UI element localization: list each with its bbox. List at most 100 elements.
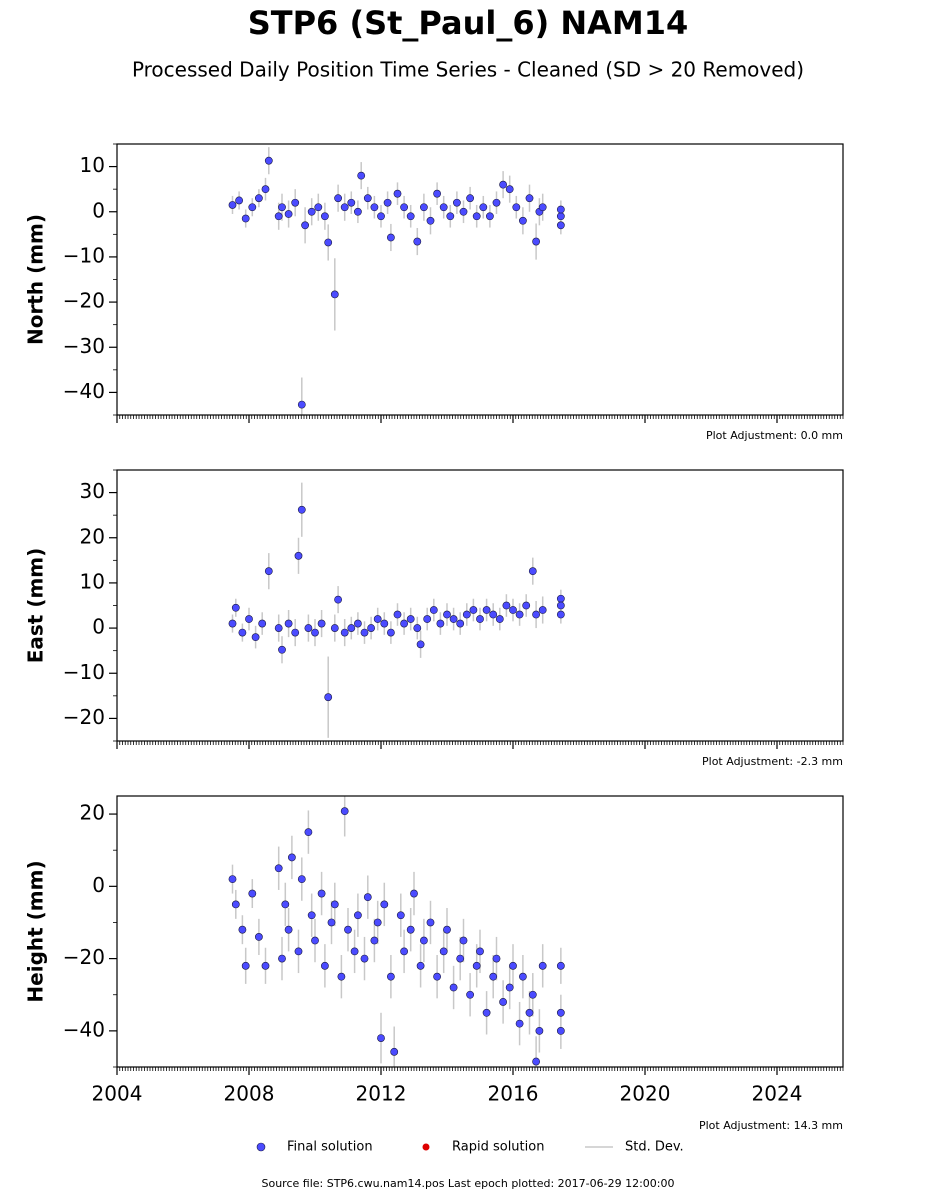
data-point [433, 972, 441, 981]
y-axis-label: Height (mm) [24, 860, 48, 1002]
data-point [231, 603, 240, 612]
data-point [492, 954, 501, 963]
data-point [294, 947, 303, 956]
data-point [373, 615, 382, 623]
data-point [337, 972, 346, 981]
data-point [413, 237, 422, 246]
data-point [459, 207, 468, 216]
data-point [386, 972, 395, 981]
data-point [406, 925, 415, 934]
plot-area [228, 147, 565, 415]
data-point [400, 947, 408, 956]
data-point [370, 936, 379, 945]
legend-marker [422, 1143, 430, 1151]
y-tick-label: −40 [63, 379, 105, 403]
data-point [264, 567, 273, 576]
data-point [228, 619, 237, 628]
data-point [330, 900, 339, 909]
data-point [274, 212, 283, 221]
data-point [301, 221, 309, 230]
data-point [251, 633, 260, 642]
data-point [278, 645, 286, 654]
data-point [556, 961, 565, 970]
data-point [258, 619, 267, 628]
data-point [347, 198, 356, 207]
data-point [363, 194, 372, 203]
data-point [307, 911, 316, 920]
data-point [330, 624, 339, 632]
axes-frame [116, 469, 844, 742]
data-point [439, 947, 448, 956]
data-point [466, 194, 474, 203]
data-point [284, 619, 293, 628]
data-point [373, 918, 382, 927]
data-point [278, 203, 286, 212]
data-point [284, 210, 293, 218]
data-point [228, 875, 237, 884]
data-point [304, 828, 313, 837]
plot-adjustment: Plot Adjustment: 0.0 mm [706, 429, 843, 442]
data-point [291, 628, 300, 637]
x-tick-label: 2020 [620, 1082, 671, 1106]
data-point [538, 606, 547, 614]
y-axis-label: North (mm) [24, 214, 48, 345]
data-point [495, 615, 504, 623]
data-point [556, 1008, 565, 1017]
data-point [254, 933, 263, 941]
data-point [393, 189, 402, 198]
y-tick-label: 30 [80, 479, 105, 503]
data-point [278, 954, 286, 963]
data-point [238, 925, 247, 934]
plot-adjustment: Plot Adjustment: 14.3 mm [699, 1119, 843, 1132]
data-point [452, 198, 461, 207]
data-point [353, 207, 362, 216]
data-point [433, 189, 441, 198]
data-point [390, 1047, 399, 1056]
data-point [532, 610, 540, 619]
data-point [509, 606, 517, 614]
data-point [476, 615, 484, 623]
subtitle: Processed Daily Position Time Series - C… [132, 58, 804, 82]
x-tick-label: 2016 [488, 1082, 539, 1106]
y-tick-label: 0 [92, 198, 105, 222]
data-point [519, 216, 527, 225]
data-point [231, 900, 240, 909]
data-point [525, 1008, 534, 1017]
data-point [320, 212, 329, 221]
data-point [238, 628, 247, 637]
data-point [413, 624, 422, 632]
data-point [515, 1019, 524, 1028]
data-point [532, 237, 540, 246]
data-point [429, 606, 438, 614]
data-point [294, 551, 303, 560]
data-point [370, 203, 379, 212]
data-point [304, 624, 313, 632]
data-point [489, 610, 498, 619]
data-point [377, 1034, 385, 1042]
data-point [556, 610, 565, 619]
data-point [515, 610, 524, 619]
y-tick-label: 10 [80, 569, 105, 593]
data-point [443, 925, 451, 934]
data-point [367, 624, 375, 632]
data-point [406, 615, 415, 623]
data-point [350, 947, 359, 956]
data-point [456, 619, 465, 628]
data-point [340, 628, 349, 637]
data-point [360, 954, 369, 963]
data-point [459, 936, 468, 945]
data-point [466, 990, 474, 999]
data-point [509, 961, 517, 970]
x-tick-label: 2024 [752, 1082, 803, 1106]
data-point [377, 212, 385, 221]
data-point [284, 925, 293, 934]
data-point [297, 400, 306, 409]
data-point [532, 1057, 540, 1066]
legend-marker [256, 1142, 266, 1152]
data-point [489, 972, 498, 981]
data-point [324, 693, 333, 702]
data-point [317, 889, 326, 898]
legend-label: Final solution [287, 1140, 373, 1155]
data-point [324, 238, 333, 247]
